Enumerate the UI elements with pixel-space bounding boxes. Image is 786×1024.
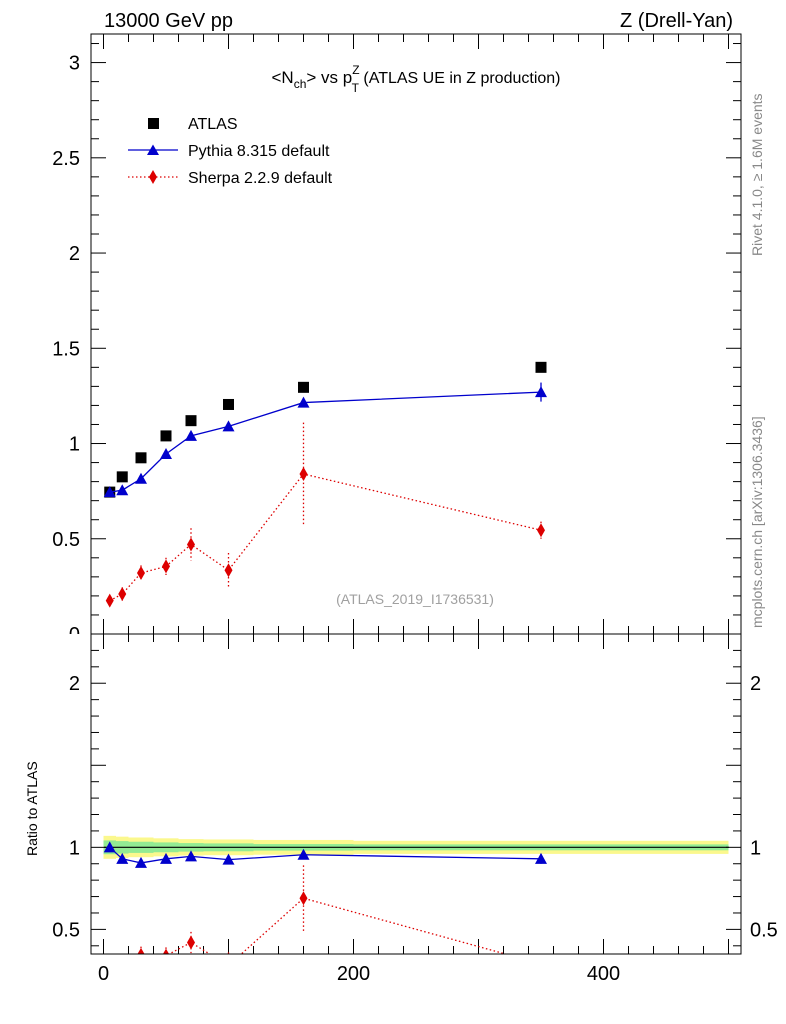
ratio-pythia-point bbox=[103, 841, 116, 853]
main-pythia-point bbox=[185, 429, 197, 441]
main-y-tick-label: 0.5 bbox=[52, 529, 80, 551]
main-sherpa-line bbox=[109, 473, 542, 602]
ratio-y-tick-label: 2 bbox=[69, 673, 80, 695]
ratio-panel: 0.5 0.5 1 1 2 2 0 200 400 Ratio to ATLAS bbox=[24, 633, 778, 985]
main-y-tick-label: 2.5 bbox=[52, 148, 80, 170]
ratio-y-axis: 0.5 0.5 1 1 2 2 bbox=[52, 633, 778, 947]
ratio-sherpa-point bbox=[137, 947, 145, 954]
ratio-pythia-point bbox=[222, 853, 235, 865]
main-y-tick-label: 1 bbox=[69, 434, 80, 456]
main-pythia-point bbox=[535, 386, 547, 398]
main-sherpa-point bbox=[299, 467, 308, 481]
ratio-y-tick-label: 1 bbox=[69, 837, 80, 859]
legend-atlas-marker bbox=[148, 118, 159, 129]
main-pythia-point bbox=[160, 448, 172, 459]
ratio-sherpa-point bbox=[225, 958, 233, 972]
ratio-pythia-point bbox=[535, 852, 547, 864]
main-y-tick-label: 2 bbox=[69, 243, 80, 265]
ratio-sherpa-line bbox=[167, 897, 508, 954]
main-y-tick-label: 3 bbox=[69, 53, 80, 75]
ratio-x-axis: 0 200 400 bbox=[98, 634, 729, 985]
main-atlas-point bbox=[160, 430, 172, 442]
ratio-series-layer bbox=[103, 841, 547, 977]
main-sherpa-point bbox=[105, 593, 114, 608]
header-right-label: Z (Drell-Yan) bbox=[620, 10, 733, 32]
main-sherpa-point bbox=[187, 537, 195, 552]
main-sherpa-point bbox=[137, 566, 145, 581]
header-left-label: 13000 GeV pp bbox=[104, 10, 233, 32]
main-sherpa-point bbox=[162, 559, 170, 574]
legend: ATLAS Pythia 8.315 default Sherpa 2.2.9 … bbox=[128, 116, 333, 187]
ratio-pythia-point bbox=[185, 850, 197, 862]
ratio-frame bbox=[90, 633, 742, 955]
title-part-b: > vs p bbox=[306, 68, 352, 87]
mcplots-label: mcplots.cern.ch [arXiv:1306.3436] bbox=[749, 416, 765, 628]
ratio-pythia-point bbox=[116, 852, 129, 864]
rivet-version-label: Rivet 4.1.0, ≥ 1.6M events bbox=[749, 93, 765, 256]
ratio-sherpa-point bbox=[162, 948, 170, 954]
analysis-watermark: (ATLAS_2019_I1736531) bbox=[336, 591, 494, 607]
legend-pythia-marker bbox=[147, 144, 159, 155]
main-sherpa-point bbox=[224, 563, 233, 578]
main-y-tick-label: 0 bbox=[69, 624, 80, 646]
main-sherpa-point bbox=[537, 523, 545, 538]
main-pythia-point bbox=[297, 396, 310, 408]
legend-pythia-label: Pythia 8.315 default bbox=[188, 143, 330, 160]
ratio-y-tick-label-right: 2 bbox=[750, 673, 761, 695]
main-atlas-point bbox=[185, 415, 197, 427]
main-pythia-line bbox=[109, 391, 542, 493]
main-atlas-point bbox=[135, 452, 147, 464]
main-panel: <Nch> vs pZ T (ATLAS UE in Z production) … bbox=[52, 33, 742, 646]
ratio-x-tick-label: 0 bbox=[98, 963, 109, 985]
ratio-pythia-point bbox=[135, 856, 147, 868]
title-part-a-sub: ch bbox=[294, 77, 307, 91]
ratio-y-axis-label: Ratio to ATLAS bbox=[24, 761, 40, 856]
legend-sherpa-marker bbox=[149, 170, 157, 184]
main-pythia-point bbox=[135, 472, 147, 484]
main-atlas-point bbox=[535, 361, 547, 373]
main-atlas-point bbox=[298, 381, 309, 393]
main-pythia-point bbox=[116, 484, 129, 496]
ratio-sherpa-point bbox=[537, 957, 545, 971]
main-atlas-point bbox=[116, 471, 128, 483]
main-atlas-point bbox=[223, 398, 234, 410]
ratio-y-tick-label-right: 1 bbox=[750, 837, 761, 859]
main-pythia-point bbox=[103, 486, 116, 498]
legend-sherpa-label: Sherpa 2.2.9 default bbox=[188, 170, 333, 187]
ratio-pythia-point bbox=[297, 848, 310, 860]
main-pythia-point bbox=[222, 420, 235, 432]
main-sherpa-point bbox=[118, 587, 127, 601]
main-y-tick-label: 1.5 bbox=[52, 338, 80, 360]
title-part-b-sup: Z bbox=[352, 63, 359, 77]
ratio-sherpa-point bbox=[187, 935, 195, 950]
main-title: <Nch> vs pZ T (ATLAS UE in Z production) bbox=[272, 63, 561, 95]
title-part-a: <N bbox=[272, 68, 294, 87]
main-series-layer bbox=[103, 361, 547, 608]
ratio-pythia-point bbox=[160, 852, 172, 864]
ratio-y-tick-label-right: 0.5 bbox=[750, 919, 778, 941]
title-part-b-sub: T bbox=[352, 81, 360, 95]
ratio-y-tick-label: 0.5 bbox=[52, 919, 80, 941]
main-y-axis: 0.5 1 1.5 2 2.5 3 0 bbox=[52, 43, 741, 646]
legend-atlas-label: ATLAS bbox=[188, 116, 238, 133]
ratio-sherpa-point bbox=[118, 963, 126, 977]
title-part-c: (ATLAS UE in Z production) bbox=[359, 70, 561, 87]
ratio-sherpa-point bbox=[299, 891, 308, 906]
ratio-x-tick-label: 200 bbox=[337, 963, 370, 985]
main-x-axis bbox=[103, 34, 729, 634]
ratio-x-tick-label: 400 bbox=[587, 963, 620, 985]
